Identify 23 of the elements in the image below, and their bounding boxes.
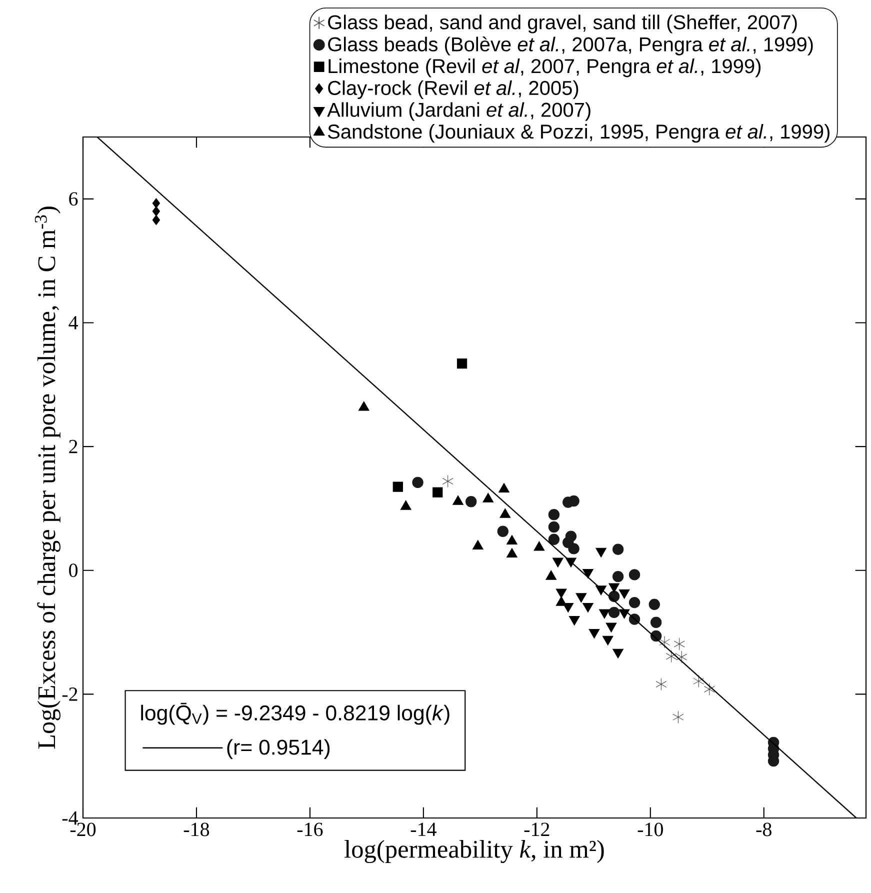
x-axis-title: log(permeability k, in m²) (344, 840, 604, 864)
y-tick-label: 0 (69, 564, 78, 578)
x-tick-label: -14 (410, 822, 436, 836)
y-tick-label: 4 (68, 316, 78, 330)
x-tick-label: -12 (524, 822, 550, 836)
y-tick-label: 6 (69, 192, 78, 206)
y-tick-label: 2 (69, 440, 78, 454)
annotation: log(Q̄$_{V}$) = -9.2349 - 0.8219 log(k) (141, 702, 450, 725)
legend-label: Sandstone (Jouniaux & Pozzi, 1995, Pengra et al., 1999) (328, 124, 830, 143)
x-tick-label: -20 (70, 822, 96, 836)
y-axis-title: Log(Excess of charge per unit pore volume, in C m$^{-3}$) (34, 206, 60, 749)
y-tick-label: -2 (62, 688, 78, 701)
legend-label: Clay-rock (Revil et al., 2005) (328, 80, 578, 100)
legend-label: Limestone (Revil et al, 2007, Pengra et al., 1999) (328, 58, 761, 78)
legend-label: Glass beads (Bolève et al., 2007a, Pengra et al., 1999) (328, 36, 813, 56)
x-tick-label: -10 (638, 822, 663, 836)
legend-label: Glass bead, sand and gravel, sand till (Sheffer, 2007) (328, 14, 797, 34)
legend-label: Alluvium (Jardani et al., 2007) (327, 102, 590, 121)
x-tick-label: -18 (184, 822, 210, 836)
x-tick-label: -16 (297, 822, 323, 836)
legend-label: (r= 0.9514) (227, 739, 330, 759)
y-tick-label: -4 (62, 811, 78, 825)
x-tick-label: -8 (756, 822, 772, 836)
